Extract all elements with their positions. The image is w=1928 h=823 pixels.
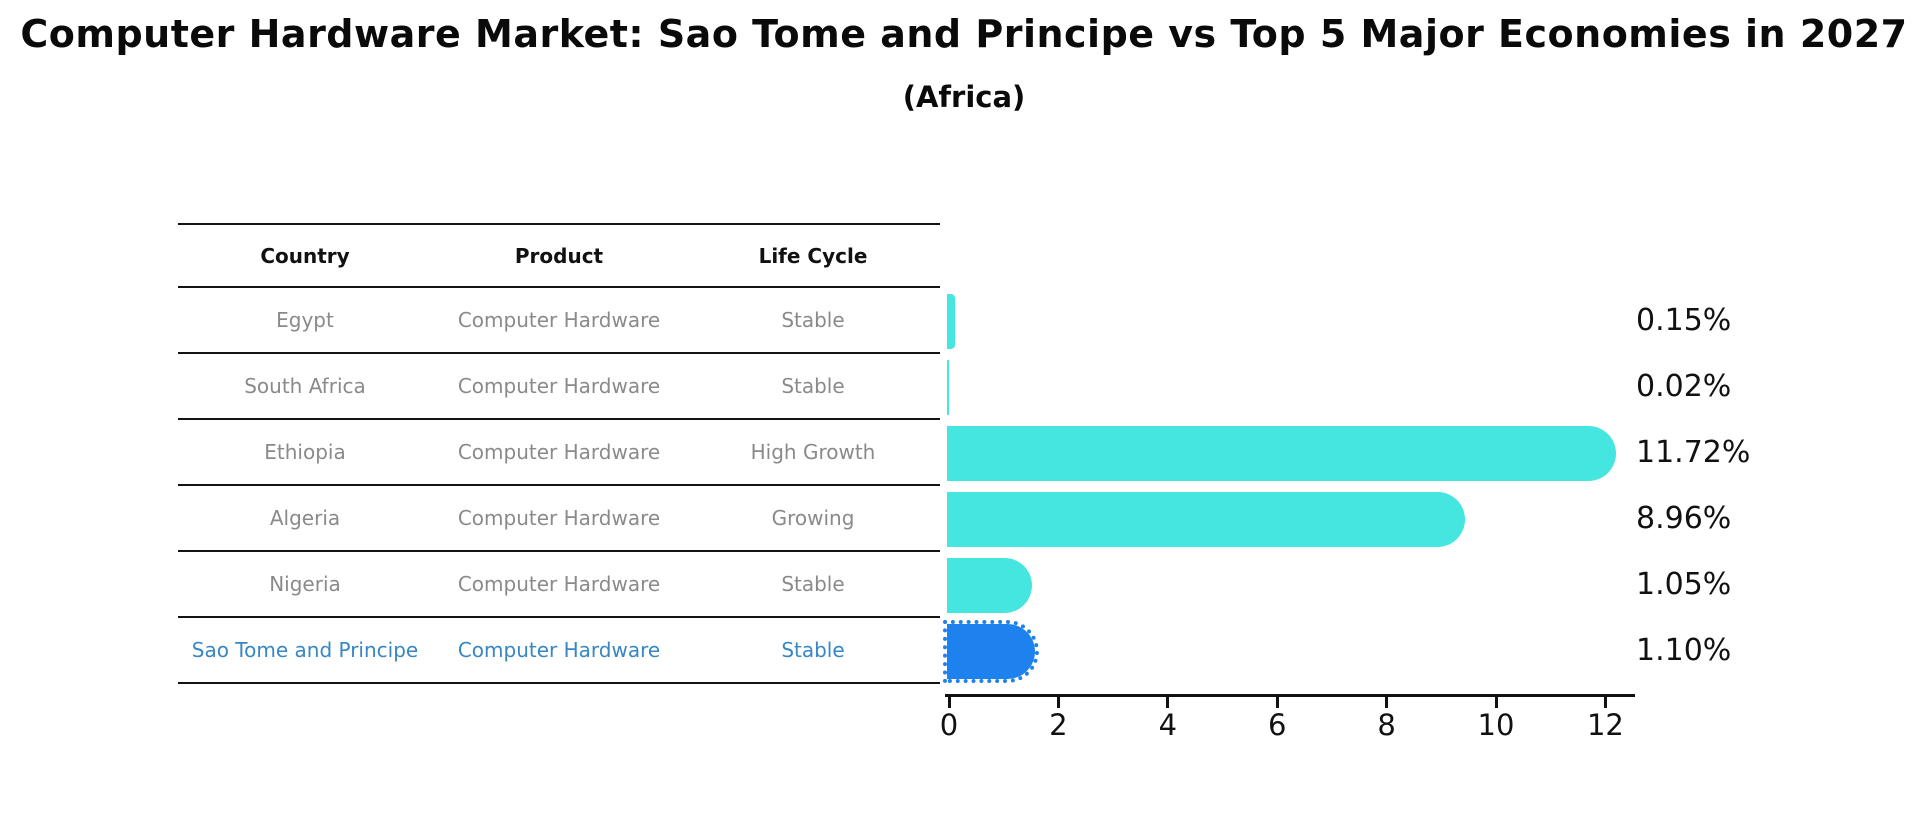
chart-subtitle: (Africa) <box>902 80 1026 114</box>
table-header-country: Country <box>260 243 350 268</box>
table-cell-country: Nigeria <box>269 572 341 596</box>
bar-value-label-egypt: 0.15% <box>1636 303 1732 338</box>
bar-nigeria <box>947 557 1032 613</box>
table-cell-product: Computer Hardware <box>457 572 661 596</box>
bar-sao-tome-and-principe <box>943 619 1039 683</box>
bar-ethiopia <box>947 425 1616 481</box>
table-cell-product: Computer Hardware <box>457 440 661 464</box>
x-axis-tick-label: 0 <box>939 708 959 742</box>
table-cell-country: South Africa <box>244 374 366 398</box>
table-cell-life-cycle: Stable <box>781 638 845 662</box>
table-row-south-africa: South Africa Computer Hardware Stable <box>178 354 940 420</box>
table-cell-country: Algeria <box>269 506 341 530</box>
table-cell-product: Computer Hardware <box>457 374 661 398</box>
table-cell-product: Computer Hardware <box>457 308 661 332</box>
x-axis-tick <box>1385 697 1389 708</box>
table-cell-product: Computer Hardware <box>457 506 661 530</box>
x-axis-tick <box>1494 697 1498 708</box>
x-axis-tick-label: 4 <box>1158 708 1178 742</box>
chart-title: Computer Hardware Market: Sao Tome and P… <box>20 12 1908 56</box>
table-cell-life-cycle: Growing <box>771 506 855 530</box>
table-cell-product: Computer Hardware <box>457 638 661 662</box>
table-body: Egypt Computer Hardware Stable South Africa… <box>178 288 940 684</box>
bar-algeria <box>947 491 1465 547</box>
table-row-sao-tome-and-principe: Sao Tome and Principe Computer Hardware St… <box>178 618 940 684</box>
table-row-ethiopia: Ethiopia Computer Hardware High Growth <box>178 420 940 486</box>
x-axis-tick <box>1275 697 1279 708</box>
table-cell-country: Egypt <box>276 308 334 332</box>
bar-value-label-south-africa: 0.02% <box>1636 369 1732 404</box>
bar-value-label-ethiopia: 11.72% <box>1636 435 1751 470</box>
x-axis-tick-label: 10 <box>1477 708 1515 742</box>
bar-egypt <box>947 293 956 349</box>
bar-value-label-algeria: 8.96% <box>1636 501 1732 536</box>
x-axis-tick-label: 12 <box>1586 708 1624 742</box>
table-cell-country: Sao Tome and Principe <box>191 638 419 662</box>
bar-south-africa <box>947 359 949 415</box>
x-axis-line <box>945 694 1635 697</box>
x-axis-tick <box>1166 697 1170 708</box>
x-axis-tick-label: 6 <box>1267 708 1287 742</box>
x-axis-tick <box>947 697 951 708</box>
table-cell-life-cycle: High Growth <box>750 440 876 464</box>
table-cell-life-cycle: Stable <box>781 374 845 398</box>
x-axis-tick-label: 2 <box>1049 708 1068 742</box>
table-row-algeria: Algeria Computer Hardware Growing <box>178 486 940 552</box>
country-table: Country Product Life Cycle Egypt Computer… <box>178 223 940 684</box>
table-cell-country: Ethiopia <box>264 440 346 464</box>
table-header-product: Product <box>514 243 604 268</box>
table-row-egypt: Egypt Computer Hardware Stable <box>178 288 940 354</box>
table-cell-life-cycle: Stable <box>781 308 845 332</box>
x-axis-tick-label: 8 <box>1377 708 1396 742</box>
table-header-life-cycle: Life Cycle <box>758 243 868 268</box>
x-axis-tick <box>1056 697 1060 708</box>
table-header-row: Country Product Life Cycle <box>178 223 940 288</box>
x-axis-tick <box>1603 697 1607 708</box>
table-row-nigeria: Nigeria Computer Hardware Stable <box>178 552 940 618</box>
bar-value-label-sao-tome-and-principe: 1.10% <box>1636 633 1732 668</box>
bar-value-label-nigeria: 1.05% <box>1636 567 1732 602</box>
table-cell-life-cycle: Stable <box>781 572 845 596</box>
